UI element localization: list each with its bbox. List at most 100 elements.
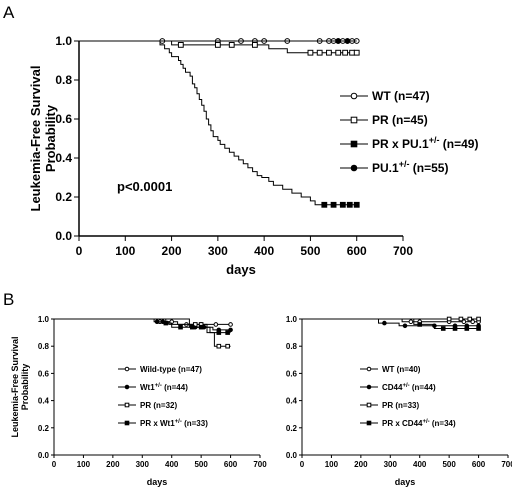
legend-label-superscript: +/- (422, 419, 429, 425)
y-tick-label: 0.8 (38, 342, 50, 351)
censor-mark (464, 326, 470, 331)
panel-label-b: B (3, 290, 14, 309)
legend-marker (366, 402, 372, 408)
y-tick-label: 0.0 (55, 229, 72, 243)
legend-label-count: (n=32) (151, 401, 177, 410)
legend-label-count: (n=45) (389, 113, 428, 127)
x-tick-label: 200 (162, 244, 182, 258)
y-tick-label: 0.0 (286, 451, 298, 460)
x-tick-label: 500 (300, 244, 320, 258)
legend-label-name: PR (382, 401, 393, 410)
y-tick-label: 0.2 (38, 424, 50, 433)
y-tick-label: 0.4 (55, 151, 72, 165)
legend-marker (124, 366, 130, 372)
y-axis-title-line: Probability (20, 364, 30, 411)
censor-mark (321, 201, 328, 208)
legend-marker (350, 92, 358, 100)
censor-mark (402, 323, 408, 329)
legend-label-count: (n=34) (430, 419, 456, 428)
legend-label: PR x CD44+/- (n=34) (382, 419, 456, 428)
legend-label-superscript: +/- (429, 135, 440, 145)
legend-label: PR (n=32) (140, 401, 177, 410)
x-tick-label: 0 (52, 460, 57, 469)
legend-label-name: PR (140, 401, 151, 410)
legend-label: WT (n=47) (372, 89, 430, 103)
censor-mark (177, 42, 184, 48)
series-2 (54, 318, 231, 349)
legend-marker (350, 140, 358, 148)
legend-item: PR x PU.1+/- (n=49) (340, 135, 478, 151)
legend-label: PU.1+/- (n=55) (372, 159, 448, 175)
legend-item: WT (n=40) (360, 365, 421, 374)
censor-mark (213, 322, 219, 327)
x-tick-label: 700 (253, 460, 267, 469)
legend-label-count: (n=44) (162, 383, 188, 392)
y-axis-title: Leukemia-Free SurvivalProbability (28, 66, 58, 212)
legend-label-name: PR x Wt1 (140, 419, 175, 428)
legend-label: WT (n=40) (382, 365, 421, 374)
y-axis-title-line: Leukemia-Free Survival (28, 66, 43, 212)
survival-curve (54, 318, 231, 347)
censor-mark (408, 319, 414, 325)
panel-a-chart: 0 100 200 300 400 500 600 700 0.0 0.2 0.4 0.6 0.8 1.0… (28, 34, 478, 277)
series-3 (302, 318, 481, 331)
censor-mark (163, 320, 169, 326)
p-value-annotation: p<0.0001 (117, 179, 172, 194)
censor-mark (353, 49, 360, 56)
censor-mark (349, 49, 355, 56)
legend-label-name: Wt1 (140, 383, 155, 392)
legend-label-superscript: +/- (155, 383, 162, 389)
legend-label-name: CD44 (382, 383, 403, 392)
legend-label-superscript: +/- (175, 419, 182, 425)
legend-marker (350, 164, 358, 172)
legend-label: PR x PU.1+/- (n=49) (372, 135, 478, 151)
legend-marker (124, 402, 130, 408)
x-tick-label: 700 (393, 244, 413, 258)
series-1 (54, 318, 233, 333)
survival-curve (54, 318, 231, 334)
survival-curve (302, 318, 479, 329)
y-tick-label: 1.0 (55, 34, 72, 48)
legend-item: PR (n=32) (118, 401, 177, 410)
x-tick-label: 200 (354, 460, 368, 469)
y-tick-label: 0.6 (286, 369, 298, 378)
censor-mark (225, 343, 230, 349)
legend-label-count: (n=40) (394, 365, 420, 374)
censor-mark (335, 49, 342, 56)
legend-label-superscript: +/- (402, 383, 409, 389)
censor-mark (353, 201, 360, 208)
legend-label-count: (n=49) (439, 137, 478, 151)
x-tick-label: 100 (115, 244, 135, 258)
legend-label: PR (n=33) (382, 401, 419, 410)
legend-item: WT (n=47) (340, 89, 430, 103)
legend-marker (366, 384, 372, 390)
x-tick-label: 400 (254, 244, 274, 258)
censor-mark (216, 343, 222, 349)
legend-marker (366, 366, 372, 372)
y-tick-label: 0.8 (286, 342, 298, 351)
censor-mark (228, 322, 233, 327)
survival-curve (54, 318, 231, 325)
censor-mark (476, 326, 481, 331)
y-axis-title-line: Probability (43, 104, 58, 172)
censor-mark (192, 322, 198, 327)
x-tick-label: 600 (347, 244, 367, 258)
x-tick-label: 100 (325, 460, 339, 469)
x-tick-label: 600 (472, 460, 486, 469)
series-1 (79, 40, 360, 56)
legend-item: PU.1+/- (n=55) (340, 159, 448, 175)
censor-mark (344, 38, 351, 44)
y-tick-label: 0.0 (38, 451, 50, 460)
legend-label-count: (n=47) (176, 365, 202, 374)
censor-mark (330, 201, 337, 208)
legend-label-name: PU.1 (372, 161, 399, 175)
legend-item: PR x Wt1+/- (n=33) (118, 419, 208, 428)
y-tick-label: 0.2 (55, 190, 72, 204)
legend-label-count: (n=47) (391, 89, 430, 103)
x-tick-label: 300 (136, 460, 150, 469)
x-tick-label: 0 (76, 244, 83, 258)
x-tick-label: 500 (194, 460, 208, 469)
series-0 (54, 318, 233, 327)
y-tick-label: 0.4 (38, 397, 50, 406)
